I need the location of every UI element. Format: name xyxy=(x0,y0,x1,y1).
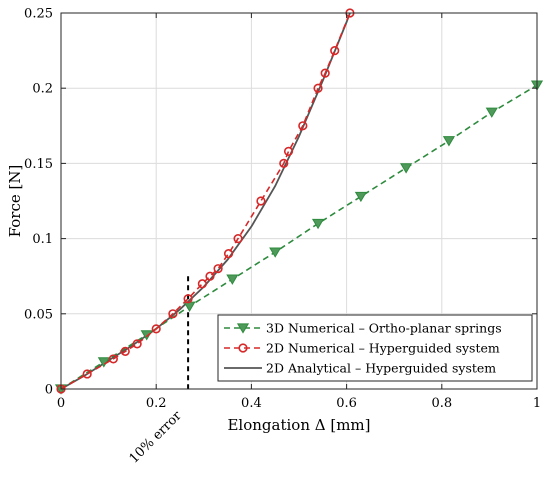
data-point-triangle xyxy=(354,191,367,203)
y-tick-label: 0.25 xyxy=(24,7,53,22)
data-point-circle xyxy=(320,68,330,78)
data-point-circle xyxy=(223,249,234,259)
data-point-circle xyxy=(238,343,248,353)
data-point-circle xyxy=(82,369,92,379)
y-tick-label: 0.15 xyxy=(24,157,53,172)
series-2 xyxy=(60,12,351,390)
series-line xyxy=(60,12,351,390)
data-point-triangle xyxy=(400,163,413,174)
series-line xyxy=(60,12,351,390)
annotation-layer: 10% error xyxy=(127,276,190,467)
x-tick-label: 0.4 xyxy=(241,396,262,411)
x-tick-label: 0.2 xyxy=(146,396,167,411)
legend-entry: 2D Numerical – Hyperguided system xyxy=(266,341,500,356)
y-tick-label: 0 xyxy=(45,383,53,398)
data-point-triangle xyxy=(485,107,498,118)
series-0 xyxy=(54,80,544,395)
series-1 xyxy=(56,8,355,394)
data-point-triangle xyxy=(269,247,282,258)
annotation-label: 10% error xyxy=(127,408,186,467)
data-point-circle xyxy=(120,346,130,357)
data-point-circle xyxy=(298,121,308,131)
x-tick-label: 0.8 xyxy=(431,396,452,411)
data-point-circle xyxy=(256,196,266,206)
legend-entry: 3D Numerical – Ortho-planar springs xyxy=(266,321,502,336)
series-layer xyxy=(54,8,544,395)
data-point-circle xyxy=(213,264,223,274)
data-point-circle xyxy=(197,279,207,289)
x-tick-label: 0 xyxy=(57,396,65,411)
plot-frame xyxy=(60,12,538,390)
axis-label-layer: Elongation Δ [mm] Force [N] xyxy=(6,165,371,434)
legend-entry: 2D Analytical – Hyperguided system xyxy=(266,361,496,376)
data-point-circle xyxy=(283,146,294,156)
x-tick-label: 0.6 xyxy=(336,396,357,411)
data-point-circle xyxy=(168,309,178,319)
data-point-circle xyxy=(108,354,118,364)
data-point-circle xyxy=(205,271,215,281)
data-point-circle xyxy=(330,45,340,56)
data-point-triangle xyxy=(311,218,325,230)
data-point-circle xyxy=(132,339,142,349)
legend: 3D Numerical – Ortho-planar springs 2D Nu… xyxy=(217,314,533,382)
tick-layer: 0 0.2 0.4 0.6 0.8 1 0 0.05 0.1 0.15 0.2 0.25 xyxy=(24,7,541,412)
x-tick-label: 1 xyxy=(533,396,541,411)
y-tick-label: 0.1 xyxy=(32,232,53,247)
data-point-circle xyxy=(313,83,323,93)
data-point-circle xyxy=(233,234,243,244)
data-point-circle xyxy=(279,158,289,168)
y-tick-label: 0.2 xyxy=(32,82,53,97)
data-point-circle xyxy=(183,294,193,304)
legend-box xyxy=(217,314,533,382)
data-point-triangle xyxy=(442,136,456,147)
data-point-triangle xyxy=(226,274,239,285)
y-axis-label: Force [N] xyxy=(6,165,24,238)
data-point-triangle xyxy=(236,323,250,334)
y-tick-label: 0.05 xyxy=(24,307,53,322)
x-axis-label: Elongation Δ [mm] xyxy=(227,416,370,434)
data-point-triangle xyxy=(183,301,196,312)
data-point-circle xyxy=(151,324,161,334)
series-line xyxy=(60,84,538,390)
